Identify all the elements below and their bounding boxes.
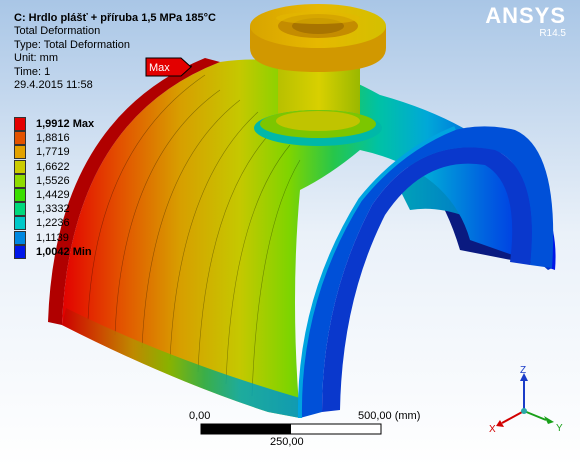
scale-left-label: 0,00 bbox=[189, 410, 211, 422]
ansys-logo: ANSYS R14.5 bbox=[485, 4, 566, 40]
legend-entry: 1,4429 bbox=[14, 188, 154, 202]
legend-label: 1,4429 bbox=[36, 189, 70, 201]
legend-swatch bbox=[14, 145, 26, 160]
legend-entry: 1,2236 bbox=[14, 216, 154, 231]
legend-swatch bbox=[14, 216, 26, 231]
max-probe-label: Max bbox=[149, 62, 170, 74]
legend-label: 1,3332 bbox=[36, 203, 70, 216]
legend-label: 1,1139 bbox=[36, 231, 69, 244]
legend-entry: 1,8816 bbox=[14, 131, 154, 146]
legend-entry: 1,5526 bbox=[14, 173, 154, 188]
legend-swatch bbox=[14, 202, 26, 217]
legend-entry: 1,7719 bbox=[14, 145, 154, 160]
axis-triad[interactable]: Z X Y bbox=[488, 365, 568, 435]
legend-swatch bbox=[14, 230, 26, 245]
legend-label: 1,9912 Max bbox=[36, 118, 95, 130]
legend-entry: 1,0042 Min bbox=[14, 244, 154, 259]
legend-swatch bbox=[14, 131, 26, 146]
legend-entry: 1,1139 bbox=[14, 230, 154, 245]
legend-label: 1,6622 bbox=[36, 160, 70, 173]
triad-z-label: Z bbox=[520, 365, 526, 376]
legend-swatch bbox=[14, 117, 26, 131]
scale-right-label: 500,00 (mm) bbox=[358, 410, 421, 422]
triad-y-label: Y bbox=[556, 423, 563, 434]
result-type: Type: Total Deformation bbox=[14, 38, 130, 51]
result-info: C: Hrdlo plášť + příruba 1,5 MPa 185°C T… bbox=[14, 12, 216, 92]
result-name: Total Deformation bbox=[14, 25, 101, 38]
legend-entry: 1,3332 bbox=[14, 202, 154, 217]
legend-entry: 1,9912 Max bbox=[14, 117, 154, 131]
legend-label: 1,7719 bbox=[36, 146, 70, 159]
legend-label: 1,8816 bbox=[36, 132, 70, 145]
max-probe-tag[interactable]: Max bbox=[145, 57, 193, 77]
legend-swatch bbox=[14, 244, 26, 259]
result-date: 29.4.2015 11:58 bbox=[14, 79, 93, 92]
legend-swatch bbox=[14, 159, 26, 174]
legend-entry: 1,6622 bbox=[14, 159, 154, 174]
legend-swatch bbox=[14, 173, 26, 188]
triad-x-label: X bbox=[489, 424, 496, 435]
shell-front-rim[interactable] bbox=[299, 126, 554, 418]
legend-swatch bbox=[14, 188, 26, 202]
scale-mid-label: 250,00 bbox=[270, 436, 304, 448]
brand-version: R14.5 bbox=[539, 28, 566, 39]
legend-label: 1,0042 Min bbox=[36, 245, 92, 258]
legend-label: 1,5526 bbox=[36, 174, 70, 187]
brand-name: ANSYS bbox=[485, 3, 566, 28]
result-unit: Unit: mm bbox=[14, 52, 58, 65]
result-time: Time: 1 bbox=[14, 65, 51, 78]
legend-label: 1,2236 bbox=[36, 217, 70, 230]
analysis-title: C: Hrdlo plášť + příruba 1,5 MPa 185°C bbox=[14, 12, 216, 24]
